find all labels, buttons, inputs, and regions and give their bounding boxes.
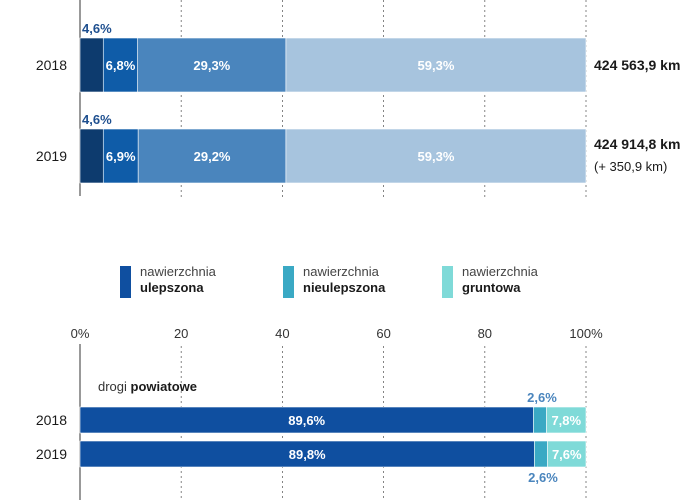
tick-label: 20: [174, 326, 188, 341]
legend-label-line1: nawierzchnia: [140, 264, 216, 279]
category-label: 2018: [36, 57, 67, 73]
legend-label-line2: ulepszona: [140, 280, 204, 295]
legend-label-line1: nawierzchnia: [303, 264, 379, 279]
legend: nawierzchnia ulepszona nawierzchnia nieu…: [120, 264, 600, 300]
bar-segment: [533, 406, 547, 434]
group-label-prefix: drogi: [98, 379, 131, 394]
group-label-name: powiatowe: [131, 379, 197, 394]
category-label: 2019: [36, 148, 67, 164]
bar-segment: [546, 406, 587, 434]
total-label: 424 563,9 km: [594, 57, 680, 73]
bar-segment: [79, 37, 104, 93]
group-label: drogi powiatowe: [98, 379, 197, 394]
legend-swatch-ulepszona: [120, 266, 131, 298]
bar-segment: [285, 128, 587, 184]
data-label: 89,6%: [288, 413, 325, 428]
category-label: 2019: [36, 446, 67, 462]
data-label: 7,8%: [551, 413, 581, 428]
bar-segment: [285, 37, 587, 93]
data-label: 59,3%: [418, 149, 455, 164]
bar-segment: [79, 128, 104, 184]
data-label: 4,6%: [82, 21, 112, 36]
legend-label-line1: nawierzchnia: [462, 264, 538, 279]
legend-label-line2: gruntowa: [462, 280, 521, 295]
top-stacked-bar-chart: 2018 4,6% 6,8% 29,3% 59,3% 424 563,9 km 2019 4,…: [36, 0, 680, 200]
tick-label: 100%: [569, 326, 603, 341]
total-sub-label: (+ 350,9 km): [594, 159, 667, 174]
data-label: 6,9%: [106, 149, 136, 164]
bar-segment: [79, 406, 534, 434]
bar-segment: [102, 37, 138, 93]
category-label: 2018: [36, 412, 67, 428]
data-label: 89,8%: [289, 447, 326, 462]
legend-label-line2: nieulepszona: [303, 280, 386, 295]
data-label: 2,6%: [528, 470, 558, 485]
bar-segment: [547, 440, 587, 468]
bottom-stacked-bar-chart: 0% 20 40 60 80 100% drogi powiatowe 2018 89,6% 2,…: [36, 326, 603, 500]
tick-label: 40: [275, 326, 289, 341]
tick-label: 0%: [71, 326, 90, 341]
legend-swatch-gruntowa: [442, 266, 453, 298]
bar-segment: [534, 440, 548, 468]
legend-swatch-nieulepszona: [283, 266, 294, 298]
tick-label: 80: [478, 326, 492, 341]
bar-segment: [102, 128, 139, 184]
data-label: 4,6%: [82, 112, 112, 127]
data-label: 7,6%: [552, 447, 582, 462]
data-label: 6,8%: [106, 58, 136, 73]
data-label: 29,3%: [193, 58, 230, 73]
total-label: 424 914,8 km: [594, 136, 680, 152]
data-label: 29,2%: [194, 149, 231, 164]
data-label: 59,3%: [418, 58, 455, 73]
tick-label: 60: [376, 326, 390, 341]
data-label: 2,6%: [527, 390, 557, 405]
bar-segment: [137, 37, 287, 93]
bar-segment: [137, 128, 287, 184]
